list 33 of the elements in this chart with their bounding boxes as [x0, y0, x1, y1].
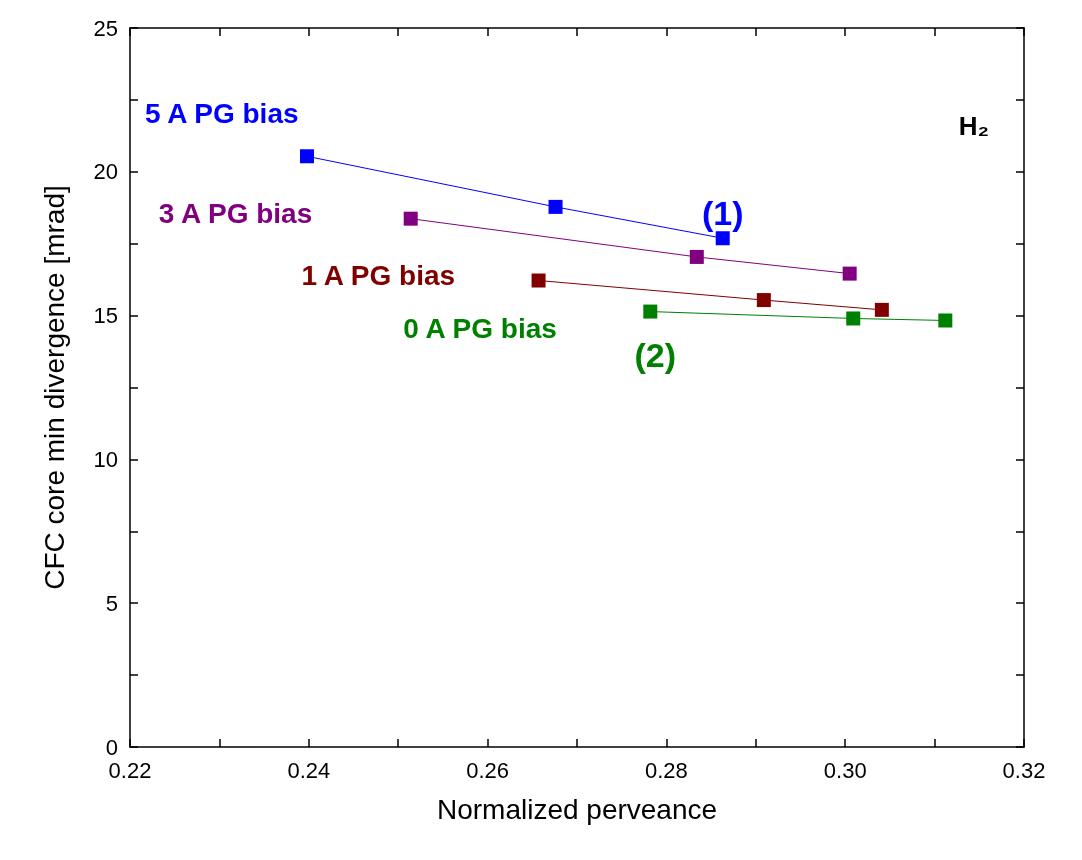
y-tick-label: 20	[93, 159, 118, 185]
point	[548, 199, 563, 214]
y-tick-label: 10	[93, 446, 118, 472]
point	[846, 311, 861, 326]
x-tick-label: 0.26	[466, 757, 510, 783]
x-tick-label: 0.28	[644, 757, 688, 783]
x-tick-label: 0.22	[108, 757, 152, 783]
annotation: (2)	[634, 335, 677, 374]
x-axis-title: Normalized perveance	[436, 793, 718, 825]
annotation: (1)	[701, 194, 744, 233]
y-tick-label: 0	[105, 734, 118, 760]
point	[842, 266, 857, 281]
point	[689, 249, 704, 264]
point	[531, 273, 546, 288]
x-tick-label: 0.30	[823, 757, 867, 783]
y-tick-label: 5	[105, 590, 118, 616]
point	[756, 293, 771, 308]
text: 0 A PG bias	[403, 313, 557, 345]
series-label: 5 A PG bias	[145, 97, 299, 129]
text: 1 A PG bias	[301, 260, 456, 292]
x-tick-label: 0.24	[287, 757, 331, 783]
y-tick-label: 15	[93, 303, 118, 329]
point	[938, 313, 953, 328]
point	[300, 149, 315, 164]
point	[643, 304, 658, 319]
y-axis-title: CFC core min divergence [mrad]	[38, 185, 70, 590]
point	[874, 302, 889, 317]
point	[403, 211, 418, 226]
y-tick-label: 25	[93, 15, 118, 41]
text: 3 A PG bias	[158, 198, 313, 230]
annotation: H₂	[958, 111, 990, 141]
point	[715, 231, 730, 246]
x-tick-label: 0.32	[1002, 757, 1046, 783]
